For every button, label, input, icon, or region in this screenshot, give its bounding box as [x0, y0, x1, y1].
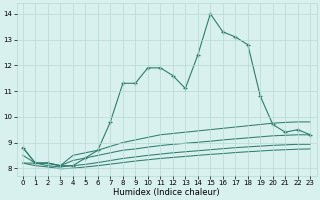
X-axis label: Humidex (Indice chaleur): Humidex (Indice chaleur) — [113, 188, 220, 197]
